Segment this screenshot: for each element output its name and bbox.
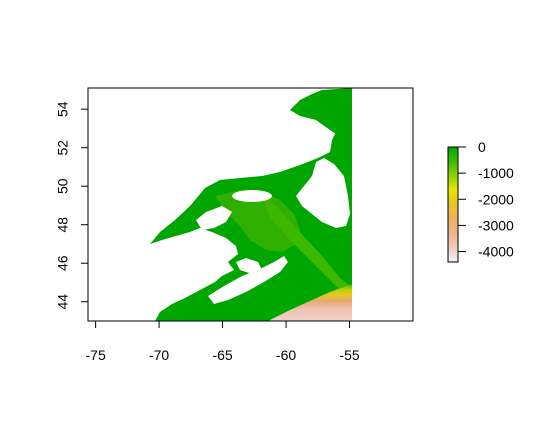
y-tick-label: 54 bbox=[55, 101, 71, 117]
gulf-inner bbox=[215, 190, 300, 252]
legend-label: -2000 bbox=[478, 191, 514, 207]
laurentian-channel bbox=[262, 196, 352, 298]
x-tick-label: -60 bbox=[276, 347, 296, 363]
legend-label: 0 bbox=[478, 139, 486, 155]
x-tick-label: -75 bbox=[86, 347, 106, 363]
legend-label: -1000 bbox=[478, 165, 514, 181]
legend-ticks: 0 -1000 -2000 -3000 -4000 bbox=[458, 139, 514, 260]
north-coast bbox=[290, 88, 352, 150]
newfoundland bbox=[296, 158, 350, 228]
legend-label: -3000 bbox=[478, 217, 514, 233]
y-tick-label: 44 bbox=[55, 294, 71, 310]
maritimes-island bbox=[236, 258, 262, 274]
legend-label: -4000 bbox=[478, 244, 514, 260]
y-tick-label: 50 bbox=[55, 178, 71, 194]
x-tick-label: -55 bbox=[339, 347, 359, 363]
x-axis: -75 -70 -65 -60 -55 bbox=[86, 320, 360, 363]
legend-colorbar bbox=[447, 146, 459, 263]
no-data-east bbox=[352, 88, 413, 321]
x-tick-label: -70 bbox=[149, 347, 169, 363]
deep-ocean bbox=[268, 284, 352, 321]
gaspe-land bbox=[196, 206, 232, 230]
legend: 0 -1000 -2000 -3000 -4000 bbox=[447, 139, 514, 263]
x-tick-label: -65 bbox=[212, 347, 232, 363]
map-raster bbox=[150, 88, 413, 321]
y-tick-label: 52 bbox=[55, 140, 71, 156]
y-axis: 44 46 48 50 52 54 bbox=[55, 101, 89, 310]
land bbox=[196, 158, 350, 304]
anticosti-island bbox=[232, 190, 272, 202]
nova-scotia bbox=[208, 256, 288, 304]
y-tick-label: 46 bbox=[55, 255, 71, 271]
y-tick-label: 48 bbox=[55, 217, 71, 233]
